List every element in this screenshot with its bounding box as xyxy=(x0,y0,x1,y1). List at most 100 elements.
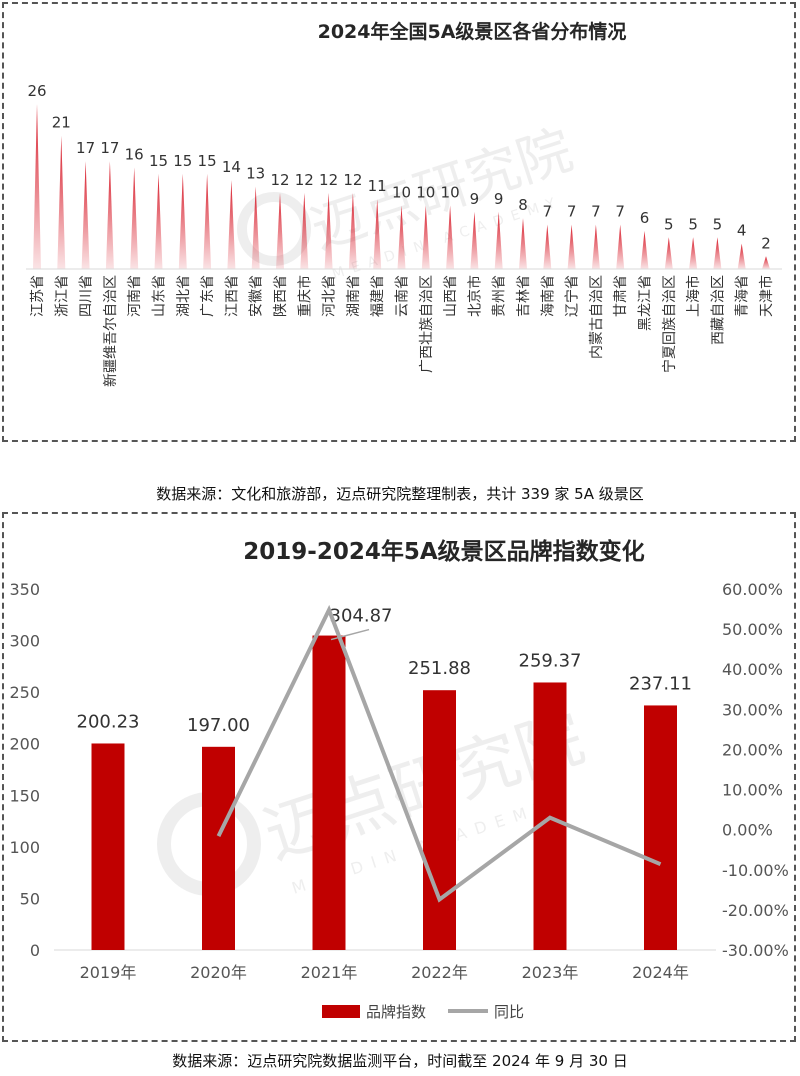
category-label: 2019年 xyxy=(80,963,137,982)
right-tick-label: -20.00% xyxy=(722,901,789,920)
legend-swatch-bar xyxy=(322,1005,360,1018)
value-label: 5 xyxy=(688,215,698,233)
spike-29 xyxy=(713,237,722,269)
spike-9 xyxy=(227,180,236,269)
value-label: 9 xyxy=(470,190,480,208)
category-label: 新疆维吾尔自治区 xyxy=(103,275,119,387)
value-label: 13 xyxy=(246,165,265,183)
category-label: 宁夏回族自治区 xyxy=(661,275,678,373)
category-label: 西藏自治区 xyxy=(710,275,726,345)
spike-10 xyxy=(251,186,260,269)
value-label: 9 xyxy=(494,190,504,208)
spike-14 xyxy=(348,192,357,269)
right-tick-label: 10.00% xyxy=(722,781,783,800)
spike-16 xyxy=(397,205,406,269)
right-tick-label: 20.00% xyxy=(722,740,783,759)
value-label: 7 xyxy=(567,203,577,221)
right-tick-label: 60.00% xyxy=(722,580,783,599)
value-label: 11 xyxy=(368,177,387,195)
spike-1 xyxy=(33,104,41,269)
legend-label-line: 同比 xyxy=(494,1003,524,1021)
value-label: 12 xyxy=(319,171,338,189)
spike-15 xyxy=(373,199,382,269)
value-label: 17 xyxy=(100,139,119,157)
category-label: 河南省 xyxy=(127,275,143,317)
left-tick-label: 200 xyxy=(9,735,40,754)
category-label: 2024年 xyxy=(632,963,689,982)
category-label: 天津市 xyxy=(758,275,775,317)
value-label: 12 xyxy=(343,171,362,189)
category-label: 甘肃省 xyxy=(613,275,629,317)
category-label: 江苏省 xyxy=(30,275,46,317)
category-label: 黑龙江省 xyxy=(638,275,654,331)
category-label: 山东省 xyxy=(152,275,168,317)
category-label: 贵州省 xyxy=(492,275,508,317)
value-label: 15 xyxy=(149,152,168,170)
category-label: 北京市 xyxy=(466,275,483,317)
value-label: 15 xyxy=(198,152,217,170)
spike-7 xyxy=(178,173,187,269)
value-label: 12 xyxy=(295,171,314,189)
right-tick-label: -10.00% xyxy=(722,861,789,880)
bar-2022年 xyxy=(423,690,456,950)
category-label: 青海省 xyxy=(735,275,751,317)
category-label: 上海市 xyxy=(685,275,702,317)
legend-label-bar: 品牌指数 xyxy=(366,1003,426,1021)
category-label: 江西省 xyxy=(224,275,240,317)
spike-20 xyxy=(494,211,503,269)
value-label: 10 xyxy=(441,184,460,202)
value-label: 5 xyxy=(713,215,723,233)
spike-4 xyxy=(105,161,114,269)
bar-2021年 xyxy=(312,635,346,950)
label-leader-line xyxy=(330,628,370,641)
left-tick-label: 300 xyxy=(9,632,40,651)
category-label: 陕西省 xyxy=(273,275,289,317)
value-label: 15 xyxy=(173,152,192,170)
spike-31 xyxy=(762,256,770,269)
value-label: 6 xyxy=(640,209,650,227)
value-label: 14 xyxy=(222,158,241,176)
bar-value-label: 200.23 xyxy=(77,711,140,732)
value-label: 10 xyxy=(416,184,435,202)
spike-18 xyxy=(446,205,455,269)
category-label: 内蒙古自治区 xyxy=(589,275,605,359)
bar-2019年 xyxy=(91,743,125,950)
spike-2 xyxy=(57,135,66,269)
value-label: 10 xyxy=(392,184,411,202)
value-label: 26 xyxy=(27,82,46,100)
category-label: 湖南省 xyxy=(346,275,362,317)
value-label: 2 xyxy=(761,234,771,252)
category-label: 四川省 xyxy=(79,275,95,317)
category-label: 山西省 xyxy=(443,275,459,317)
left-tick-label: 150 xyxy=(9,786,40,805)
bar-value-label: 304.87 xyxy=(330,606,393,627)
spike-11 xyxy=(276,192,284,269)
bar-value-label: 197.00 xyxy=(187,715,250,736)
bar-value-label: 251.88 xyxy=(408,658,471,679)
value-label: 12 xyxy=(270,171,289,189)
value-label: 21 xyxy=(52,114,71,132)
spike-21 xyxy=(519,218,527,269)
source-note-chart2: 数据来源：迈点研究院数据监测平台，时间截至 2024 年 9 月 30 日 xyxy=(172,1052,628,1070)
bar-2020年 xyxy=(202,746,235,950)
left-tick-label: 100 xyxy=(9,838,40,857)
spike-26 xyxy=(640,230,649,269)
value-label: 5 xyxy=(664,215,674,233)
right-tick-label: 50.00% xyxy=(722,620,783,639)
spike-12 xyxy=(300,192,309,269)
spike-27 xyxy=(664,237,673,269)
category-label: 辽宁省 xyxy=(564,275,581,317)
left-tick-label: 50 xyxy=(20,889,40,908)
legend: 品牌指数 同比 xyxy=(322,1003,524,1021)
category-label: 河北省 xyxy=(322,275,338,317)
category-label: 2020年 xyxy=(190,963,247,982)
spike-24 xyxy=(591,224,600,269)
right-tick-label: 0.00% xyxy=(722,821,773,840)
yoy-line xyxy=(216,604,662,903)
value-label: 16 xyxy=(125,145,144,163)
category-label: 广东省 xyxy=(200,275,216,317)
value-label: 7 xyxy=(615,203,625,221)
left-tick-label: 0 xyxy=(30,941,40,960)
